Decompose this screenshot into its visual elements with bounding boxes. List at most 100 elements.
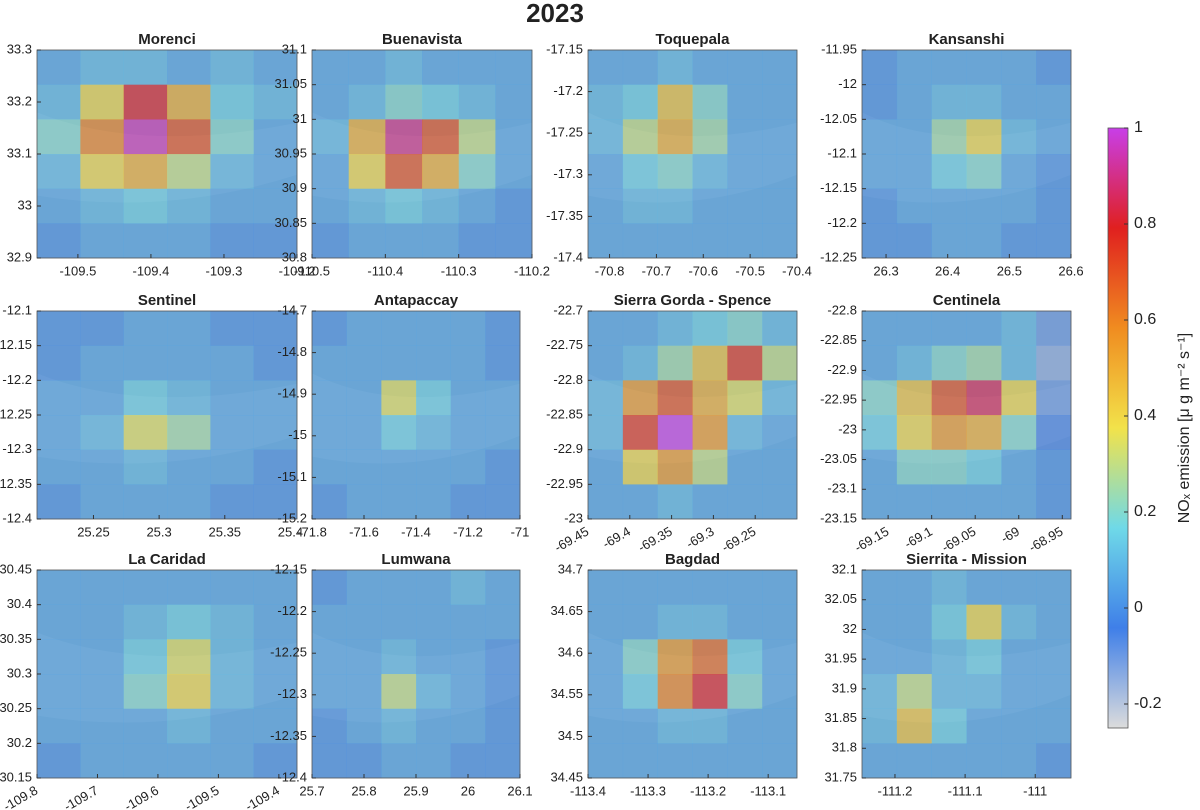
heat-cell xyxy=(385,50,423,85)
heat-cell xyxy=(1036,449,1072,485)
heat-cell xyxy=(37,570,81,605)
heat-cell xyxy=(931,154,967,189)
heat-cell xyxy=(381,415,417,450)
heat-cell xyxy=(37,484,81,520)
y-tick-label: -14.9 xyxy=(277,386,307,401)
heat-cell xyxy=(622,154,658,189)
x-tick-label: -70.4 xyxy=(782,263,812,278)
heat-cell xyxy=(657,639,693,675)
panel-title: Sierra Gorda - Spence xyxy=(614,292,772,309)
heat-cell xyxy=(80,380,124,416)
y-tick-label: -15.2 xyxy=(277,510,307,525)
heat-cell xyxy=(657,484,693,520)
heat-cell xyxy=(80,50,124,85)
y-tick-label: 34.6 xyxy=(558,645,583,660)
heat-cell xyxy=(312,223,349,259)
heat-cell xyxy=(37,604,81,640)
heat-cell xyxy=(692,743,728,779)
heat-cell xyxy=(485,639,521,675)
heat-cell xyxy=(1036,604,1072,640)
heat-cell xyxy=(253,639,298,675)
heat-cell xyxy=(381,708,417,744)
heat-cell xyxy=(762,311,798,346)
heat-cell xyxy=(167,345,211,381)
heat-cell xyxy=(485,743,521,779)
heat-cell xyxy=(862,345,898,381)
heat-cell xyxy=(657,50,693,85)
heat-cell xyxy=(167,380,211,416)
heat-cell xyxy=(346,674,382,709)
heat-cell xyxy=(588,311,624,346)
heat-cell xyxy=(1001,311,1037,346)
heat-cell xyxy=(1001,639,1037,675)
y-tick-label: -12.3 xyxy=(2,441,32,456)
heat-cell xyxy=(762,604,798,640)
heat-cell xyxy=(1001,84,1037,120)
heat-cell xyxy=(37,449,81,485)
heat-cell xyxy=(1036,639,1072,675)
heat-cell xyxy=(966,415,1002,450)
y-tick-label: -12.2 xyxy=(277,603,307,618)
heat-cell xyxy=(210,154,254,189)
heat-cell xyxy=(622,743,658,779)
heat-cell xyxy=(253,188,298,224)
heat-cell xyxy=(80,415,124,450)
heat-cell xyxy=(588,449,624,485)
y-tick-label: -15.1 xyxy=(277,469,307,484)
panel-title: Lumwana xyxy=(381,551,451,568)
heat-cell xyxy=(210,119,254,155)
y-tick-label: -17.35 xyxy=(546,208,583,223)
heat-cell xyxy=(123,50,168,85)
heat-cell xyxy=(167,119,211,155)
heat-cell xyxy=(253,604,298,640)
y-tick-label: 31.95 xyxy=(824,651,857,666)
heat-cell xyxy=(762,223,798,259)
colorbar-label: NOₓ emission [μ g m⁻² s⁻¹] xyxy=(1176,333,1193,524)
y-tick-label: -11.95 xyxy=(821,41,857,56)
y-tick-label: -17.3 xyxy=(553,166,583,181)
heat-cell xyxy=(416,743,451,779)
heat-cell xyxy=(896,188,932,224)
heat-cell xyxy=(167,50,211,85)
heat-cell xyxy=(622,223,658,259)
heat-cell xyxy=(762,674,798,709)
heat-cell xyxy=(253,415,298,450)
panel-title: Antapaccay xyxy=(374,292,459,309)
heat-cell xyxy=(210,484,254,520)
heat-cell xyxy=(762,380,798,416)
y-tick-label: -23 xyxy=(838,421,857,436)
heat-cell xyxy=(458,50,496,85)
heat-cell xyxy=(931,708,967,744)
heat-cell xyxy=(253,674,298,709)
heat-cell xyxy=(622,484,658,520)
heat-cell xyxy=(80,223,124,259)
heat-cell xyxy=(727,311,763,346)
heat-cell xyxy=(495,154,533,189)
y-tick-label: 30.95 xyxy=(274,145,307,160)
heat-cell xyxy=(1001,119,1037,155)
heat-cell xyxy=(622,84,658,120)
heat-cell xyxy=(862,484,898,520)
heat-cell xyxy=(762,154,798,189)
heat-cell xyxy=(123,119,168,155)
heat-cell xyxy=(727,84,763,120)
heat-cell xyxy=(253,484,298,520)
axes-frame xyxy=(587,569,798,779)
axes-frame xyxy=(587,49,798,259)
heat-cell xyxy=(966,345,1002,381)
heat-cell xyxy=(450,570,486,605)
heat-cell xyxy=(346,415,382,450)
heat-cell xyxy=(381,674,417,709)
heat-cell xyxy=(657,674,693,709)
heat-cell xyxy=(458,223,496,259)
heat-cell xyxy=(692,570,728,605)
heat-cell xyxy=(896,708,932,744)
heat-cell xyxy=(167,708,211,744)
colorbar-tick-label: 0.6 xyxy=(1134,311,1156,328)
x-tick-label: -113.1 xyxy=(750,783,786,798)
heat-cell xyxy=(1001,380,1037,416)
heat-cell xyxy=(37,708,81,744)
y-tick-label: 33.1 xyxy=(7,145,32,160)
heat-cell xyxy=(588,154,624,189)
heat-cell xyxy=(622,570,658,605)
